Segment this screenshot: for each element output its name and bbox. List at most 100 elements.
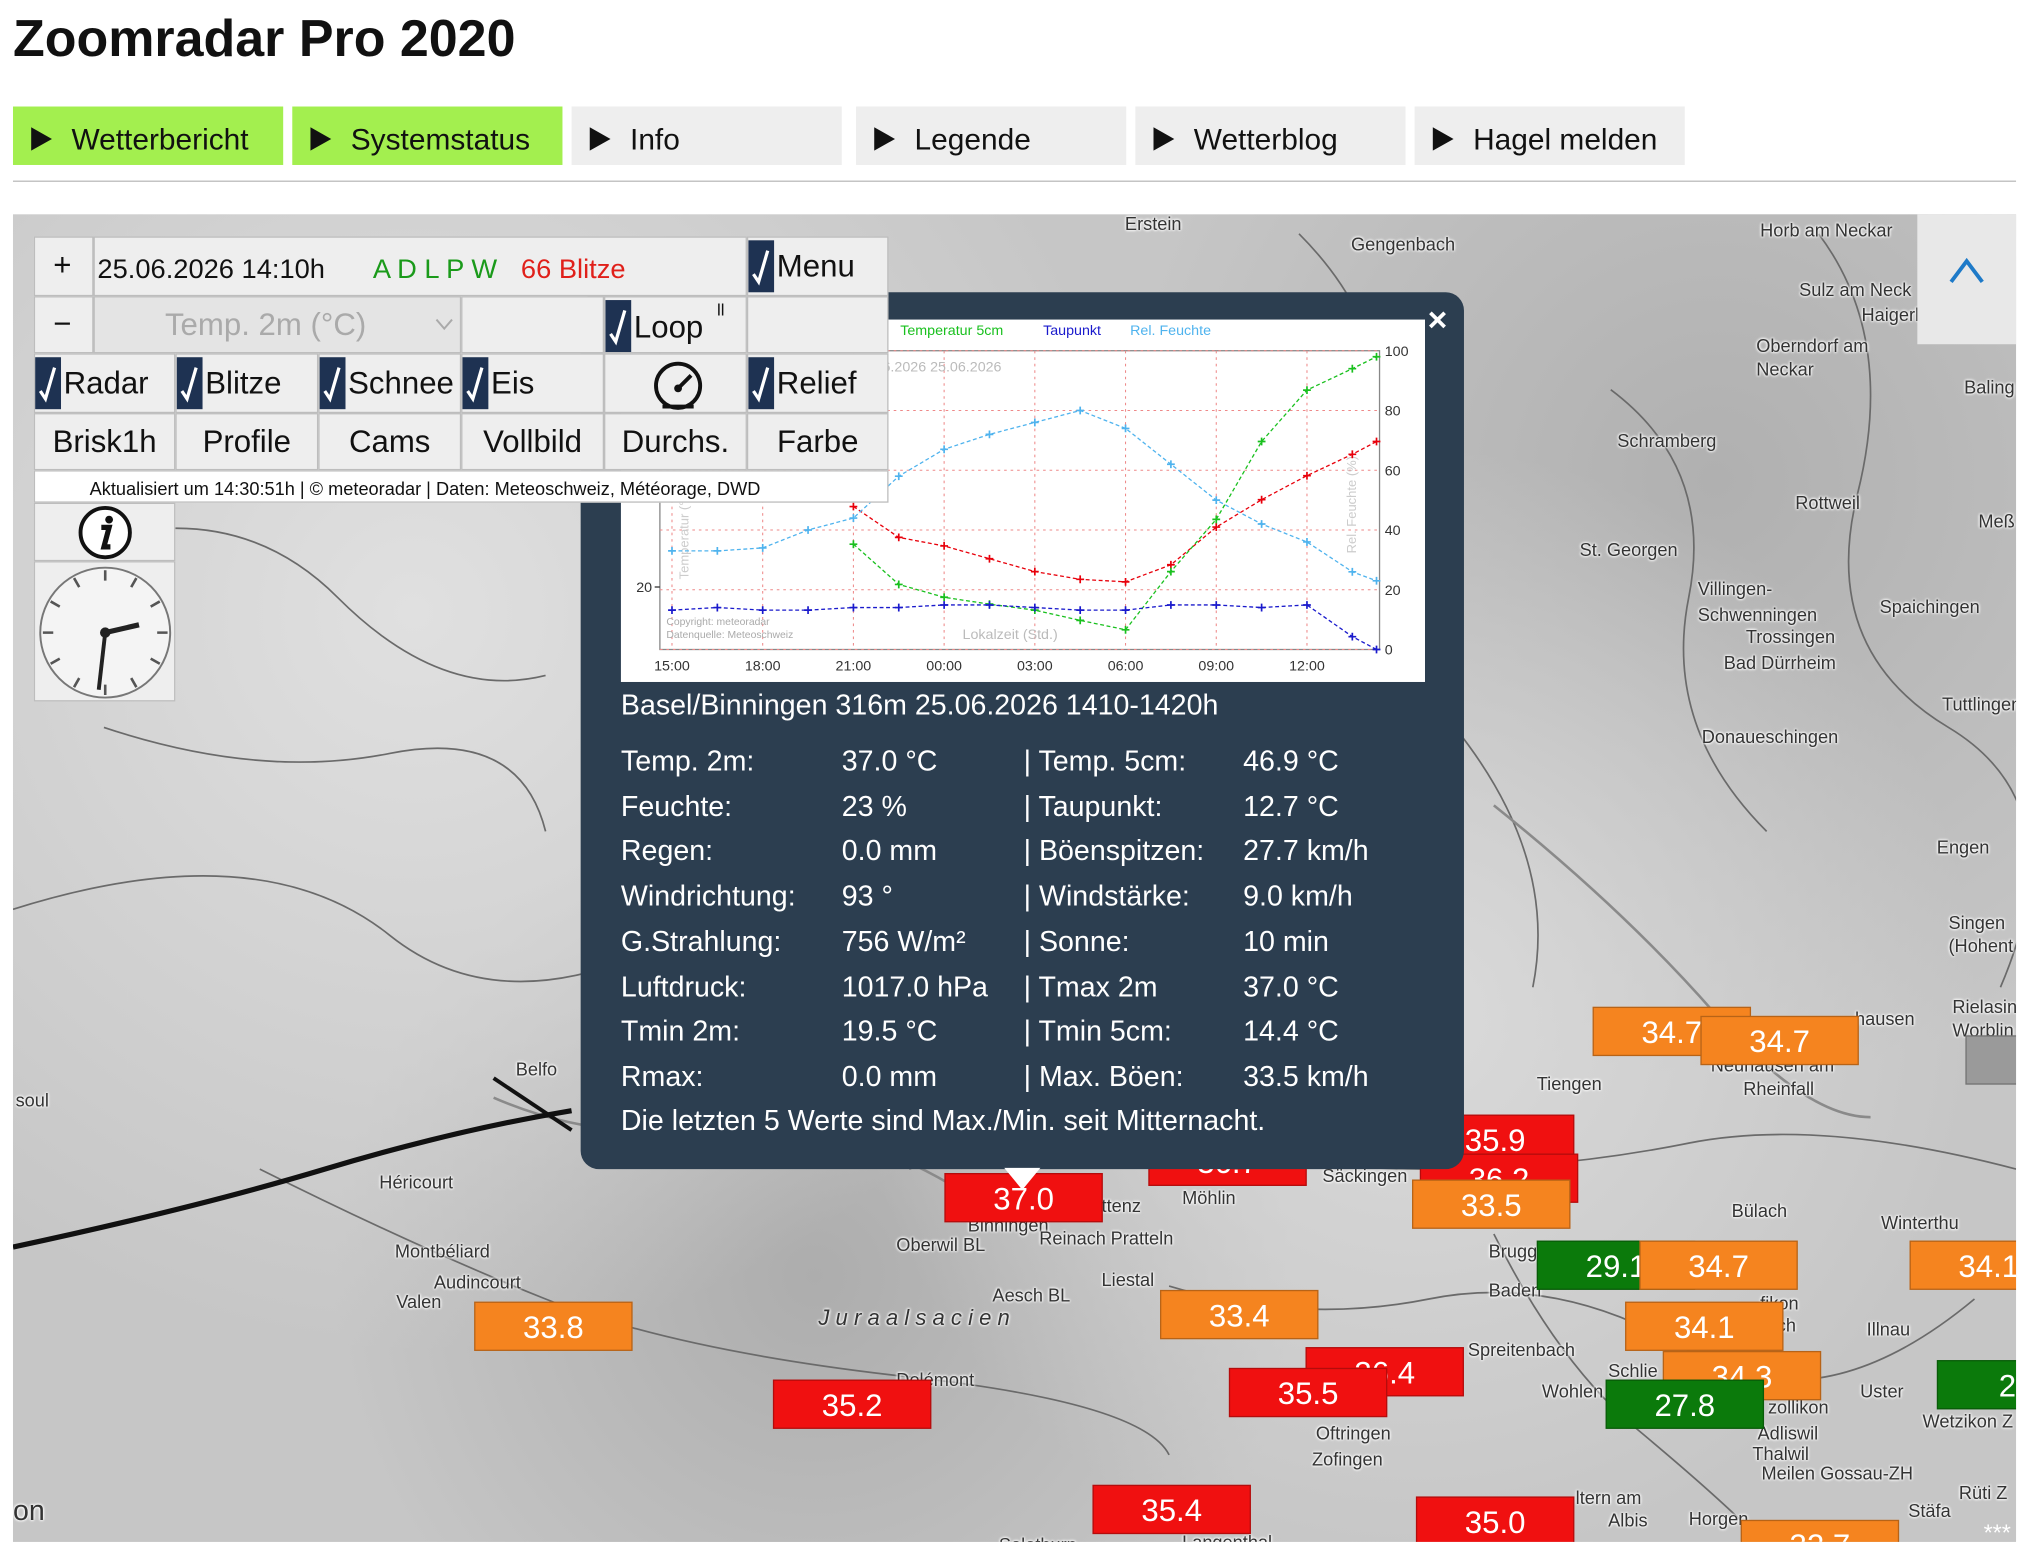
temperature-reading[interactable]: 34.7 <box>1700 1015 1859 1066</box>
check-icon <box>35 357 62 410</box>
select-value: Temp. 2m (°C) <box>164 307 367 343</box>
nav-button[interactable]: Wetterbericht <box>12 106 284 165</box>
menu-button[interactable]: Menu <box>746 236 889 297</box>
temperature-reading[interactable]: 33.8 <box>474 1301 633 1351</box>
layer-toggle[interactable]: Radar <box>33 353 176 414</box>
temperature-reading[interactable]: 34.1 <box>1909 1240 2017 1290</box>
panel-button[interactable]: Farbe <box>746 413 889 471</box>
temperature-reading[interactable]: 33.4 <box>1160 1289 1319 1340</box>
temperature-reading[interactable]: 33.5 <box>1412 1179 1571 1229</box>
nav-button[interactable]: Wetterblog <box>1135 106 1406 165</box>
series-point <box>668 547 676 555</box>
toggle-label: Eis <box>491 366 535 402</box>
temperature-reading[interactable]: 34.1 <box>1625 1301 1784 1351</box>
temperature-reading[interactable]: 35.5 <box>1228 1367 1388 1418</box>
place-label: zollikon <box>1767 1396 1829 1418</box>
measurement-value: 14.4 °C <box>1243 1014 1339 1048</box>
clock-button[interactable] <box>33 561 176 702</box>
place-label: Wohlen <box>1541 1380 1604 1402</box>
measurement-value: 27.7 km/h <box>1243 834 1369 867</box>
button-label: Durchs. <box>621 424 730 460</box>
nav-button[interactable]: Systemstatus <box>292 106 563 165</box>
nav-button[interactable]: Legende <box>856 106 1127 165</box>
measurement-label: Tmin 2m: <box>620 1014 741 1048</box>
zoom-in-label: + <box>53 248 72 284</box>
zoom-in-button[interactable]: + <box>33 236 94 297</box>
place-label: St. Georgen <box>1579 539 1678 560</box>
button-label: Brisk1h <box>52 424 157 460</box>
place-label: Reinach <box>1039 1227 1106 1249</box>
series-point <box>849 502 858 511</box>
panel-button[interactable]: Durchs. <box>604 413 747 471</box>
series-point <box>894 533 903 542</box>
check-box <box>462 357 489 410</box>
series-point <box>940 445 949 454</box>
temperature-reading[interactable]: 27.8 <box>1605 1379 1765 1429</box>
temperature-reading[interactable]: 28 <box>1936 1360 2017 1410</box>
measurement-label: Luftdruck: <box>620 969 747 1003</box>
series-point <box>1303 601 1311 609</box>
panel-button[interactable]: Vollbild <box>461 413 605 471</box>
toggle-label: Radar <box>63 366 149 402</box>
info-button[interactable] <box>33 502 176 562</box>
series-point <box>1348 567 1357 576</box>
series-point <box>1212 523 1221 531</box>
layer-toggle[interactable]: Schnee <box>318 353 462 414</box>
temperature-reading[interactable]: 35.4 <box>1092 1484 1251 1535</box>
panel-button[interactable]: Cams <box>318 413 462 471</box>
panel-button[interactable]: Profile <box>175 413 319 471</box>
check-mark <box>466 367 484 403</box>
nav-button[interactable]: Hagel melden <box>1414 106 1685 165</box>
place-label: Stäfa <box>1908 1500 1951 1522</box>
temperature-reading[interactable]: 35.0 <box>1415 1496 1575 1542</box>
x-tick-label: 21:00 <box>836 658 872 674</box>
legend-entry: Rel. Feuchte <box>1130 323 1211 339</box>
place-label: Villingen- <box>1697 578 1773 599</box>
layer-toggle[interactable]: Relief <box>746 353 889 414</box>
nav-button[interactable]: Info <box>571 106 842 165</box>
series-point <box>849 540 858 549</box>
toggle-label: Relief <box>776 366 857 402</box>
place-label: Tuttlingen <box>1942 693 2017 715</box>
place-label: Meilen Gossau-ZH <box>1761 1462 1914 1484</box>
temperature-reading[interactable]: 35.2 <box>772 1379 932 1429</box>
collapse-button[interactable] <box>1917 214 2017 345</box>
parameter-select[interactable]: Temp. 2m (°C) <box>93 296 462 354</box>
series-point <box>1348 450 1357 459</box>
place-label: Audincourt <box>433 1271 521 1293</box>
measurement-value: 93 ° <box>841 879 893 913</box>
toggle-label: Schnee <box>348 366 454 402</box>
check-icon <box>748 240 775 293</box>
series-point <box>1076 616 1085 625</box>
place-label: hausen <box>1854 1008 1915 1029</box>
measurement-label: Feuchte: <box>620 789 733 822</box>
popup-note: Die letzten 5 Werte sind Max./Min. seit … <box>620 1104 1266 1137</box>
series-point <box>1348 632 1357 641</box>
loop-button[interactable]: Loop ll <box>604 296 747 354</box>
series-point <box>758 544 767 552</box>
place-label: Liestal <box>1101 1269 1155 1290</box>
place-label: Adliswil <box>1757 1422 1819 1444</box>
place-label: ltern am <box>1575 1487 1642 1509</box>
temperature-reading[interactable]: 34.7 <box>1639 1240 1798 1290</box>
place-label: Horgen <box>1688 1508 1749 1529</box>
close-button[interactable]: × <box>1427 300 1448 340</box>
layer-toggle[interactable]: Blitze <box>175 353 319 414</box>
measurement-label: | Max. Böen: <box>1023 1059 1184 1093</box>
panel-button[interactable]: Brisk1h <box>33 413 176 471</box>
layer-toggle[interactable]: Eis <box>461 353 605 414</box>
place-label: Belfo <box>515 1058 558 1080</box>
place-label: Meß <box>1978 510 2015 532</box>
measurement-label: | Böenspitzen: <box>1023 834 1205 867</box>
place-label: Tiengen <box>1536 1072 1602 1094</box>
place-label: Gengenbach <box>1350 233 1456 255</box>
station-title: Basel/Binningen 316m 25.06.2026 1410-142… <box>620 688 1219 721</box>
place-label: Oberndorf am <box>1756 335 1869 356</box>
place-label: Uster <box>1860 1380 1904 1402</box>
series-point <box>1030 418 1039 427</box>
place-label: J u r a a l s a c i e n <box>818 1305 1010 1331</box>
legend-entry: Temperatur 5cm <box>900 323 1003 339</box>
gauge-button[interactable] <box>604 353 747 414</box>
zoom-out-button[interactable]: − <box>33 296 94 354</box>
temperature-reading[interactable]: 32.7 <box>1740 1519 1900 1542</box>
